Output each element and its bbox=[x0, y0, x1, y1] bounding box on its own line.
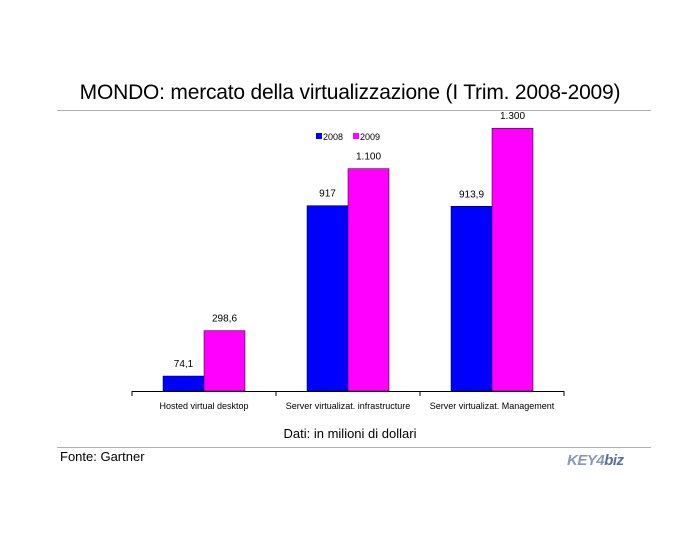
legend-swatch-2009 bbox=[353, 133, 359, 139]
logo-part-1: KEY4 bbox=[567, 452, 605, 469]
legend-label-2009: 2009 bbox=[360, 132, 380, 142]
logo-part-2: biz bbox=[604, 452, 624, 469]
title-divider bbox=[57, 110, 651, 111]
bar-2009 bbox=[347, 168, 390, 392]
x-tick-label: Server virtualizat. Management bbox=[430, 401, 555, 411]
data-label: 298,6 bbox=[212, 314, 237, 325]
data-label: 74,1 bbox=[174, 359, 194, 370]
bar-2009 bbox=[203, 330, 246, 392]
bar-2008 bbox=[450, 206, 493, 392]
bar-2008 bbox=[306, 205, 349, 392]
legend-swatch-2008 bbox=[316, 133, 322, 139]
footer-divider bbox=[57, 447, 651, 448]
x-tick-label: Hosted virtual desktop bbox=[159, 401, 248, 411]
key4biz-logo: KEY4biz bbox=[567, 452, 624, 469]
data-label: 917 bbox=[319, 189, 336, 200]
data-label: 913,9 bbox=[459, 189, 484, 200]
chart-title: MONDO: mercato della virtualizzazione (I… bbox=[79, 81, 621, 104]
bar-2009 bbox=[491, 127, 534, 392]
source-text: Fonte: Gartner bbox=[60, 449, 145, 464]
bar-2008 bbox=[162, 375, 205, 392]
data-label: 1.300 bbox=[500, 111, 525, 122]
unit-note: Dati: in milioni di dollari bbox=[283, 426, 417, 441]
x-tick-label: Server virtualizat. infrastructure bbox=[286, 401, 411, 411]
data-label: 1.100 bbox=[356, 152, 381, 163]
legend-label-2008: 2008 bbox=[323, 132, 343, 142]
